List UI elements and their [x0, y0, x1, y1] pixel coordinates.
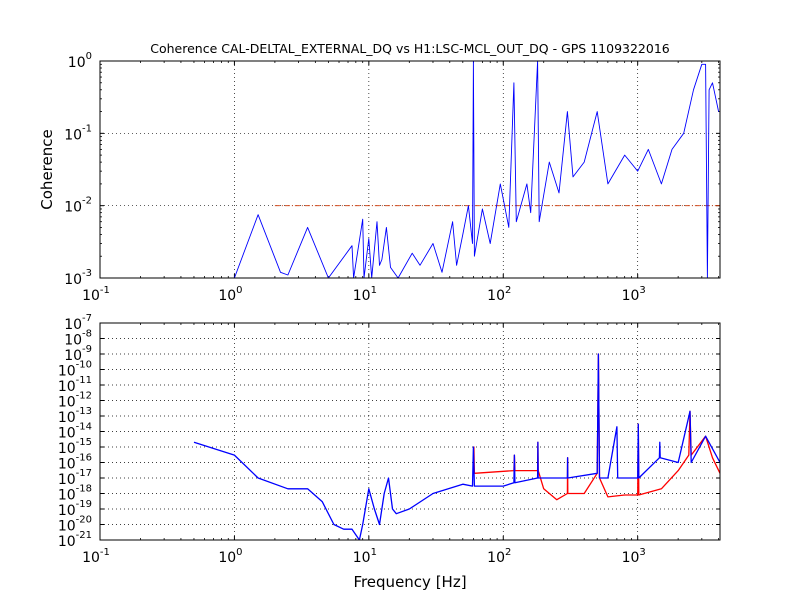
- series-line-1: [193, 353, 720, 540]
- x-tick-label: 103: [622, 547, 646, 566]
- y-tick-label: 10-8: [64, 329, 92, 349]
- y-axis-label: Coherence: [38, 129, 56, 209]
- series-line-0: [233, 61, 720, 278]
- coherence-panel: 10-1 100 101 102 103 10-3 10-2 10-1 100 Coherence: [38, 51, 721, 304]
- y-tick-label: 10-18: [58, 484, 92, 504]
- y-tick-label: 10-7: [64, 313, 92, 333]
- y-tick-label: 10-12: [58, 391, 92, 411]
- y-tick-label: 10-14: [58, 422, 92, 442]
- y-tick-label: 10-11: [58, 375, 92, 395]
- psd-panel: 10-1 100 101 102 10310-2110-2010-1910-1810-1…: [58, 313, 721, 566]
- y-tick-label: 10-17: [58, 468, 92, 488]
- y-tick-label: 10-16: [58, 453, 92, 473]
- x-tick-label: 101: [353, 547, 377, 566]
- plot-frame: [99, 322, 721, 541]
- y-tick-label: 10-2: [64, 196, 92, 216]
- x-tick-label: 102: [487, 285, 511, 304]
- y-tick-label: 10-10: [58, 360, 92, 380]
- plot-frame: [99, 60, 721, 279]
- x-tick-label: 102: [487, 547, 511, 566]
- y-tick-label: 10-9: [64, 344, 92, 364]
- y-tick-label: 10-1: [64, 123, 92, 143]
- y-tick-label: 10-3: [64, 268, 92, 288]
- y-tick-label: 10-20: [58, 515, 92, 535]
- y-tick-label: 10-13: [58, 406, 92, 426]
- x-tick-label: 100: [218, 285, 242, 304]
- y-tick-label: 10-15: [58, 437, 92, 457]
- y-tick-label: 10-19: [58, 499, 92, 519]
- x-tick-label: 100: [218, 547, 242, 566]
- y-tick-label: 10-21: [58, 530, 92, 550]
- x-tick-label: 10-1: [82, 285, 110, 304]
- x-axis-label: Frequency [Hz]: [353, 573, 466, 591]
- x-tick-label: 101: [353, 285, 377, 304]
- x-tick-label: 103: [622, 285, 646, 304]
- y-tick-label: 100: [68, 51, 92, 71]
- x-tick-label: 10-1: [82, 547, 110, 566]
- chart-title: Coherence CAL-DELTAL_EXTERNAL_DQ vs H1:L…: [150, 41, 670, 56]
